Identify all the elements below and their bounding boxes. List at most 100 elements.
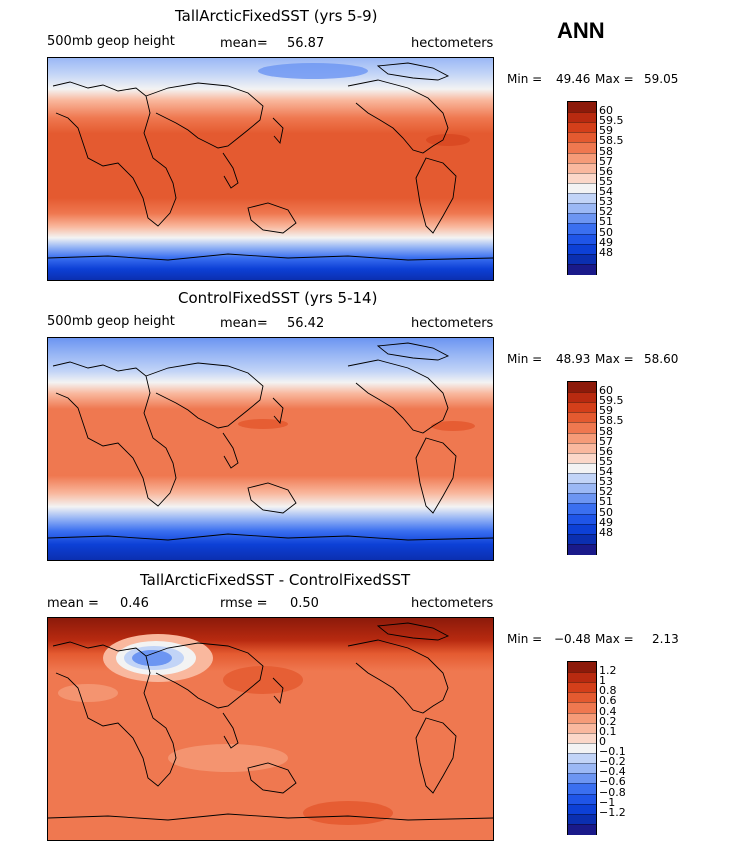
panel3-max-label: Max =: [595, 632, 634, 646]
colorbar-tick-label: 55: [599, 454, 613, 468]
colorbar-tick-label: 58: [599, 424, 613, 438]
panel3-rmse-value: 0.50: [290, 596, 319, 611]
colorbar-cell: [568, 462, 596, 475]
colorbar-tick-label: 58.5: [599, 414, 624, 428]
colorbar-cell: [568, 102, 596, 113]
colorbar-tick-label: 59.5: [599, 394, 624, 408]
panel2-high-center-east: [431, 421, 475, 431]
colorbar-tick-label: 60: [599, 384, 613, 398]
colorbar-tick-label: −0.2: [599, 755, 626, 769]
panel2-high-center-west: [238, 419, 288, 429]
panel3-coastlines: [48, 622, 493, 821]
colorbar-tick-label: 0.8: [599, 684, 617, 698]
colorbar-tick-label: 60: [599, 104, 613, 118]
colorbar-tick-label: −0.1: [599, 745, 626, 759]
colorbar-tick-label: 49: [599, 515, 613, 529]
panel2-min-label: Min =: [507, 352, 543, 366]
panel2-max-value: 58.60: [644, 352, 679, 366]
panel2-title: ControlFixedSST (yrs 5-14): [178, 289, 378, 307]
panel3-rmse-label: rmse =: [220, 596, 268, 611]
colorbar-cell: [568, 662, 596, 673]
colorbar-tick-label: 57: [599, 154, 613, 168]
colorbar-tick-label: 1: [599, 674, 606, 688]
colorbar-cell: [568, 452, 596, 464]
panel3-mean-value: 0.46: [120, 596, 149, 611]
colorbar-tick-label: 0.4: [599, 704, 617, 718]
colorbar-cell: [568, 193, 596, 205]
colorbar-tick-label: 52: [599, 485, 613, 499]
colorbar-tick-label: 0.1: [599, 724, 617, 738]
panel3-weak-west: [58, 684, 118, 702]
colorbar-tick-label: −0.8: [599, 785, 626, 799]
colorbar-tick-label: 48: [599, 245, 613, 259]
colorbar-tick-label: 50: [599, 505, 613, 519]
panel3-high-south-pacific: [303, 801, 393, 825]
colorbar-tick-label: −0.6: [599, 775, 626, 789]
season-label: ANN: [557, 18, 605, 43]
colorbar-cell: [568, 692, 596, 704]
panel1-colorbar: [567, 101, 597, 275]
colorbar-tick-label: 53: [599, 475, 613, 489]
colorbar-cell: [568, 712, 596, 724]
colorbar-cell: [568, 793, 596, 805]
colorbar-cell: [568, 493, 596, 505]
panel2-field-label: 500mb geop height: [47, 314, 175, 329]
colorbar-tick-label: 57: [599, 434, 613, 448]
colorbar-cell: [568, 223, 596, 235]
panel1-field-label: 500mb geop height: [47, 34, 175, 49]
colorbar-tick-label: 0.2: [599, 714, 617, 728]
colorbar-cell: [568, 172, 596, 184]
colorbar-cell: [568, 813, 596, 825]
colorbar-cell: [568, 132, 596, 144]
colorbar-cell: [568, 263, 596, 275]
panel3-weak-band: [168, 744, 288, 772]
colorbar-tick-label: 59: [599, 404, 613, 418]
colorbar-cell: [568, 763, 596, 775]
panel3-max-value: 2.13: [652, 632, 679, 646]
colorbar-cell: [568, 412, 596, 424]
panel3-colorbar: [567, 661, 597, 835]
colorbar-cell: [568, 243, 596, 255]
colorbar-cell: [568, 473, 596, 485]
colorbar-tick-label: 0.6: [599, 694, 617, 708]
colorbar-cell: [568, 722, 596, 734]
panel3-min-value: −0.48: [554, 632, 591, 646]
panel1-low-center: [258, 63, 368, 79]
panel3-low-center: [132, 650, 172, 666]
panel2-min-value: 48.93: [556, 352, 591, 366]
panel1-field: [48, 58, 493, 280]
colorbar-cell: [568, 533, 596, 545]
colorbar-cell: [568, 382, 596, 393]
colorbar-cell: [568, 182, 596, 195]
panel3-high-pacific: [223, 666, 303, 694]
colorbar-tick-label: 55: [599, 174, 613, 188]
panel1-coastlines: [48, 62, 493, 261]
colorbar-tick-label: 49: [599, 235, 613, 249]
colorbar-tick-label: 52: [599, 205, 613, 219]
colorbar-tick-label: 56: [599, 164, 613, 178]
colorbar-cell: [568, 773, 596, 785]
panel2-mean-value: 56.42: [287, 316, 325, 331]
panel2-mean-label: mean=: [220, 316, 268, 331]
colorbar-cell: [568, 483, 596, 495]
colorbar-cell: [568, 503, 596, 515]
panel3-units: hectometers: [411, 596, 494, 611]
colorbar-cell: [568, 402, 596, 414]
panel1-title: TallArcticFixedSST (yrs 5-9): [175, 7, 378, 25]
colorbar-tick-label: 1.2: [599, 664, 617, 678]
colorbar-cell: [568, 803, 596, 815]
colorbar-tick-label: 51: [599, 495, 613, 509]
colorbar-tick-label: 58: [599, 144, 613, 158]
colorbar-cell: [568, 732, 596, 744]
colorbar-cell: [568, 432, 596, 444]
colorbar-tick-label: 58.5: [599, 134, 624, 148]
colorbar-tick-label: 59: [599, 124, 613, 138]
panel1-mean-label: mean=: [220, 36, 268, 51]
colorbar-cell: [568, 682, 596, 694]
colorbar-cell: [568, 702, 596, 714]
panel1-min-value: 49.46: [556, 72, 591, 86]
colorbar-tick-label: 59.5: [599, 114, 624, 128]
colorbar-cell: [568, 523, 596, 535]
panel1-units: hectometers: [411, 36, 494, 51]
colorbar-tick-label: 53: [599, 195, 613, 209]
